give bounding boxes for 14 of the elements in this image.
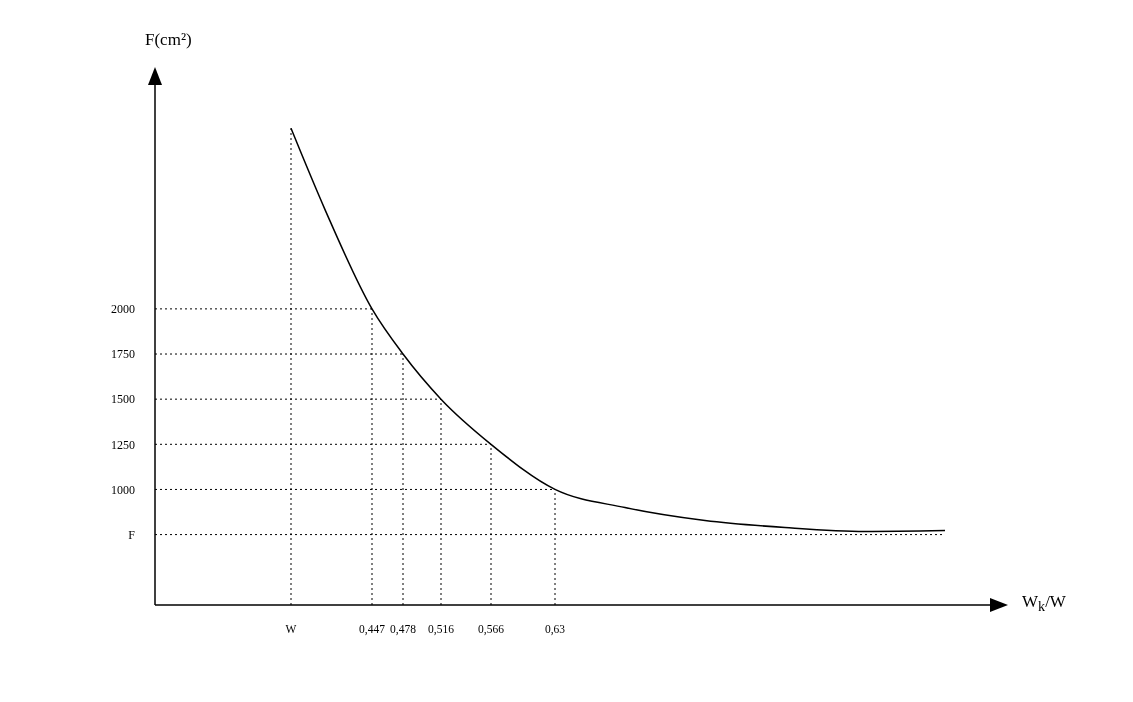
- x-tick-label: 0,447: [359, 623, 386, 637]
- y-tick-label: 1250: [111, 437, 135, 452]
- y-tick-label: 1500: [111, 392, 135, 407]
- x-tick-label: W: [285, 623, 297, 636]
- x-tick-label: 0,516: [428, 623, 455, 637]
- x-tick-label: 0,63: [544, 623, 566, 637]
- y-tick-label: 2000: [111, 302, 135, 317]
- x-tick-label: 0,566: [478, 623, 505, 637]
- y-tick-label: 1750: [111, 347, 135, 362]
- x-tick-label: 0,478: [390, 623, 417, 637]
- y-tick-label: 1000: [111, 482, 135, 497]
- y-axis-title: F(cm²): [145, 30, 192, 50]
- y-tick-label: F: [128, 527, 136, 542]
- x-axis-title: W$_{k}$/W: [1022, 592, 1066, 616]
